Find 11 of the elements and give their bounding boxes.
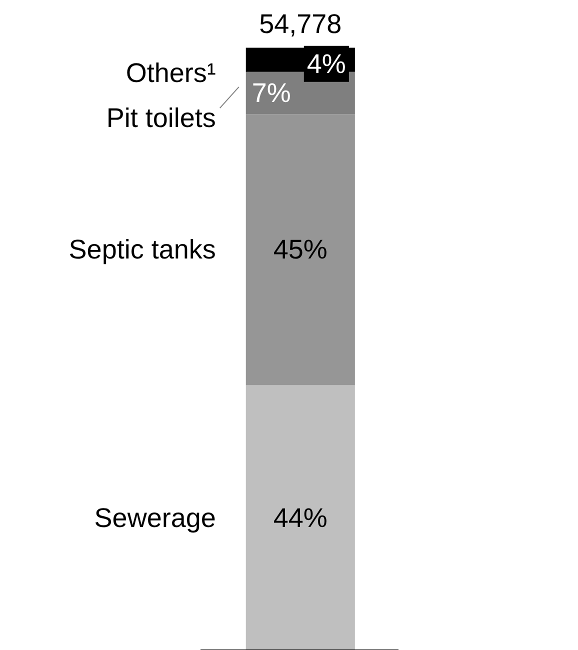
- bar: [246, 385, 355, 650]
- text: 54,778: [259, 8, 342, 39]
- series-label: Septic tanks: [68, 234, 216, 265]
- data-label: 45%: [273, 234, 328, 265]
- series-label: Sewerage: [94, 502, 216, 533]
- data-label: 7%: [252, 78, 291, 108]
- series-label: Pit toilets: [106, 102, 216, 133]
- data-label: 4%: [306, 48, 346, 79]
- data-label: 44%: [273, 502, 328, 533]
- bar: [246, 114, 355, 386]
- series-label: Others¹: [126, 58, 216, 88]
